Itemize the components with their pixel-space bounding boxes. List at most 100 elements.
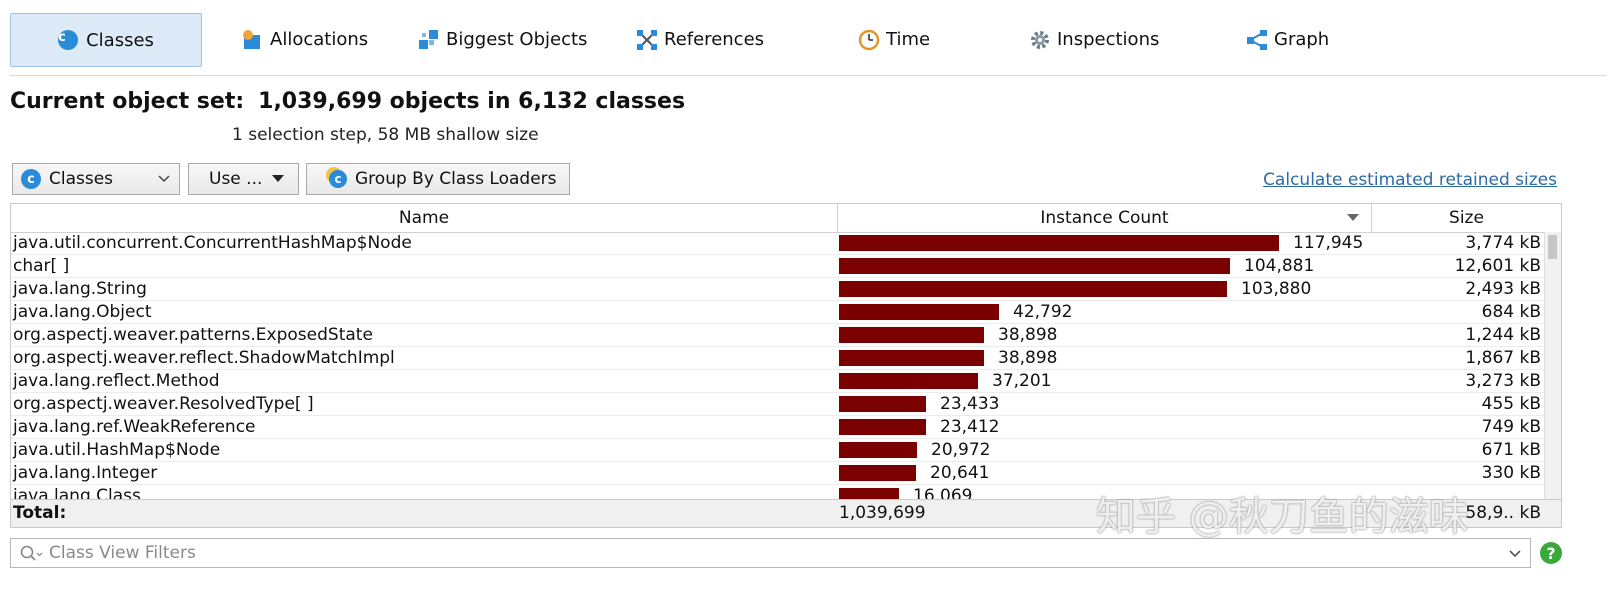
shallow-size: 1,244 kB xyxy=(1465,325,1541,345)
instance-count-bar xyxy=(839,373,978,389)
tab-label: Biggest Objects xyxy=(446,28,588,50)
shallow-size: 2,493 kB xyxy=(1465,279,1541,299)
tab-classes[interactable]: c Classes xyxy=(10,13,202,67)
total-count: 1,039,699 xyxy=(839,503,926,523)
instance-count-bar xyxy=(839,350,984,366)
table-row[interactable]: java.lang.Object 42,792 684 kB xyxy=(11,301,1545,324)
instance-count-bar xyxy=(839,465,916,481)
selection-summary: 1 selection step, 58 MB shallow size xyxy=(232,125,539,145)
table-row[interactable]: java.lang.Class 16,069 xyxy=(11,485,1545,499)
instance-count-bar xyxy=(839,281,1227,297)
total-size: 58,9.. kB xyxy=(1465,503,1541,523)
shallow-size: 3,774 kB xyxy=(1465,233,1541,253)
table-row[interactable]: java.util.concurrent.ConcurrentHashMap$N… xyxy=(11,232,1545,255)
class-name: java.lang.reflect.Method xyxy=(13,371,220,391)
column-header-instance-count[interactable]: Instance Count xyxy=(838,204,1372,232)
heading-value: 1,039,699 objects in 6,132 classes xyxy=(258,89,686,114)
class-name: char[ ] xyxy=(13,256,70,276)
current-object-set-heading: Current object set: 1,039,699 objects in … xyxy=(10,89,685,114)
group-button-label: Group By Class Loaders xyxy=(355,169,557,189)
table-row[interactable]: java.lang.ref.WeakReference 23,412 749 kB xyxy=(11,416,1545,439)
instance-count: 103,880 xyxy=(1241,279,1312,299)
tab-label: Graph xyxy=(1274,28,1330,50)
class-name: java.lang.ref.WeakReference xyxy=(13,417,256,437)
graph-icon xyxy=(1246,29,1267,50)
instance-count: 20,972 xyxy=(931,440,991,460)
instance-count-bar xyxy=(839,235,1279,251)
shallow-size: 330 kB xyxy=(1481,463,1541,483)
tab-label: Allocations xyxy=(270,28,369,50)
tab-biggest-objects[interactable]: Biggest Objects xyxy=(418,13,587,65)
tab-label: Classes xyxy=(86,29,154,51)
tab-graph[interactable]: Graph xyxy=(1246,13,1329,65)
class-name: java.lang.Class xyxy=(13,486,141,499)
shallow-size: 1,867 kB xyxy=(1465,348,1541,368)
shallow-size: 12,601 kB xyxy=(1454,256,1541,276)
class-name: java.lang.String xyxy=(13,279,147,299)
watermark: 知乎 @秋刀鱼的滋味 xyxy=(1096,494,1469,540)
use-button-label: Use ... xyxy=(209,169,263,189)
class-name: java.lang.Integer xyxy=(13,463,158,483)
instance-count: 23,433 xyxy=(940,394,1000,414)
instance-count-bar xyxy=(839,304,999,320)
heading-label: Current object set: xyxy=(10,89,245,114)
instance-count-bar xyxy=(839,442,917,458)
instance-count: 20,641 xyxy=(930,463,990,483)
class-name: org.aspectj.weaver.patterns.ExposedState xyxy=(13,325,373,345)
instance-count: 117,945 xyxy=(1293,233,1364,253)
sort-descending-icon xyxy=(1347,214,1359,221)
view-tabs: c Classes Allocations Biggest Objects Re… xyxy=(0,0,1612,78)
column-header-size[interactable]: Size xyxy=(1449,208,1484,228)
class-loader-icon: c xyxy=(329,170,347,188)
tab-inspections[interactable]: Inspections xyxy=(1029,13,1159,65)
class-name: org.aspectj.weaver.ResolvedType[ ] xyxy=(13,394,314,414)
instance-count-bar xyxy=(839,488,899,499)
table-row[interactable]: java.lang.reflect.Method 37,201 3,273 kB xyxy=(11,370,1545,393)
shallow-size: 671 kB xyxy=(1481,440,1541,460)
instance-count: 23,412 xyxy=(940,417,1000,437)
tab-references[interactable]: References xyxy=(636,13,764,65)
group-by-class-loaders-button[interactable]: c Group By Class Loaders xyxy=(306,163,570,195)
view-select-value: Classes xyxy=(49,169,114,189)
shallow-size: 455 kB xyxy=(1481,394,1541,414)
tabs-divider xyxy=(10,75,1606,76)
table-row[interactable]: java.lang.Integer 20,641 330 kB xyxy=(11,462,1545,485)
table-row[interactable]: org.aspectj.weaver.patterns.ExposedState… xyxy=(11,324,1545,347)
view-select-dropdown[interactable]: c Classes xyxy=(12,163,180,195)
table-row[interactable]: java.util.HashMap$Node 20,972 671 kB xyxy=(11,439,1545,462)
class-view-filter-input[interactable]: Class View Filters xyxy=(10,538,1531,568)
column-header-instance-count-label: Instance Count xyxy=(1040,208,1169,228)
calculate-retained-sizes-link[interactable]: Calculate estimated retained sizes xyxy=(1263,170,1557,190)
table-total-row: Total: 1,039,699 58,9.. kB xyxy=(11,499,1561,527)
instance-count: 104,881 xyxy=(1244,256,1315,276)
table-body: java.util.concurrent.ConcurrentHashMap$N… xyxy=(11,232,1545,499)
shallow-size: 684 kB xyxy=(1481,302,1541,322)
instance-count-bar xyxy=(839,396,926,412)
chevron-down-icon[interactable] xyxy=(1508,544,1522,568)
table-row[interactable]: java.lang.String 103,880 2,493 kB xyxy=(11,278,1545,301)
instance-count-bar xyxy=(839,327,984,343)
filter-placeholder: Class View Filters xyxy=(49,543,196,563)
use-button[interactable]: Use ... xyxy=(188,163,299,195)
scrollbar-thumb[interactable] xyxy=(1548,235,1557,259)
table-row[interactable]: org.aspectj.weaver.reflect.ShadowMatchIm… xyxy=(11,347,1545,370)
instance-count-bar xyxy=(839,419,926,435)
help-icon[interactable]: ? xyxy=(1540,542,1562,564)
column-header-name[interactable]: Name xyxy=(11,204,838,232)
allocations-icon xyxy=(242,29,262,49)
tab-label: Time xyxy=(886,28,931,50)
tab-time[interactable]: Time xyxy=(858,13,930,65)
table-row[interactable]: char[ ] 104,881 12,601 kB xyxy=(11,255,1545,278)
tab-allocations[interactable]: Allocations xyxy=(242,13,368,65)
class-name: java.util.HashMap$Node xyxy=(13,440,221,460)
instance-count: 37,201 xyxy=(992,371,1052,391)
tab-label: Inspections xyxy=(1057,28,1160,50)
search-icon xyxy=(19,544,43,568)
instance-count: 38,898 xyxy=(998,348,1058,368)
instance-count-bar xyxy=(839,258,1230,274)
shallow-size: 3,273 kB xyxy=(1465,371,1541,391)
classes-icon: c xyxy=(58,30,79,50)
vertical-scrollbar[interactable] xyxy=(1544,232,1561,499)
table-row[interactable]: org.aspectj.weaver.ResolvedType[ ] 23,433… xyxy=(11,393,1545,416)
references-icon xyxy=(636,29,657,50)
